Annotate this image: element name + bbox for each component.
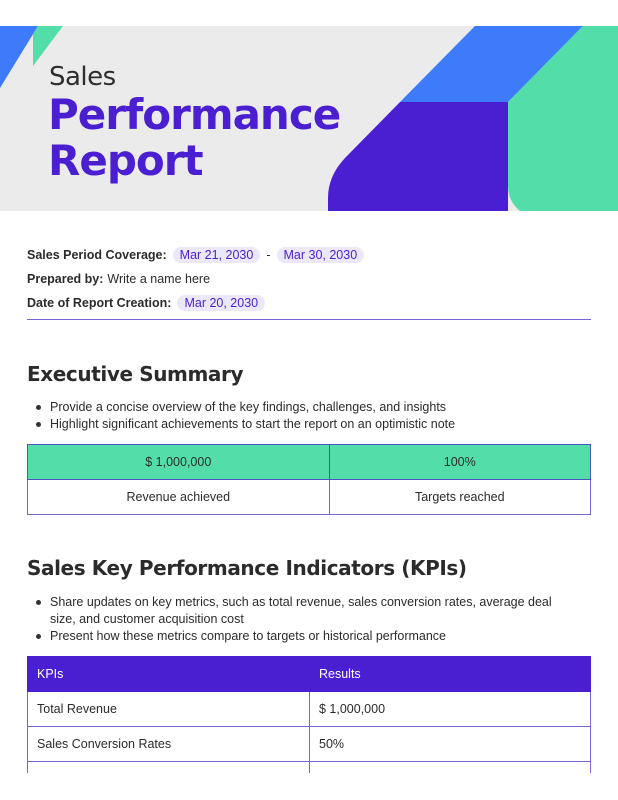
kpi-heading: Sales Key Performance Indicators (KPIs) xyxy=(27,556,467,580)
prepared-label: Prepared by: xyxy=(27,272,104,286)
period-row: Sales Period Coverage: Mar 21, 2030 - Ma… xyxy=(27,243,365,267)
list-item: Provide a concise overview of the key fi… xyxy=(35,399,455,416)
summary-table: $ 1,000,000 100% Revenue achieved Target… xyxy=(27,444,592,515)
table-row: $ 1,000,000 100% xyxy=(27,444,592,480)
period-start-date[interactable]: Mar 21, 2030 xyxy=(172,247,261,263)
period-separator: - xyxy=(266,248,271,262)
prepared-row: Prepared by: Write a name here xyxy=(27,267,364,291)
created-date[interactable]: Mar 20, 2030 xyxy=(177,295,266,311)
kpi-name: Sales Conversion Rates xyxy=(27,726,310,762)
table-row: Total Revenue $ 1,000,000 xyxy=(27,691,591,727)
period-label: Sales Period Coverage: xyxy=(27,248,167,262)
table-header-row: KPIs Results xyxy=(27,656,591,692)
kpi-name: Total Revenue xyxy=(27,691,310,727)
revenue-value: $ 1,000,000 xyxy=(27,444,330,480)
divider xyxy=(27,319,591,320)
list-item: Highlight significant achievements to st… xyxy=(35,417,456,431)
title-small: Sales xyxy=(49,62,116,92)
page-title: Performance Report xyxy=(48,90,341,185)
kpi-result: $ 1,000,000 xyxy=(309,691,591,727)
column-header-kpis: KPIs xyxy=(27,656,310,692)
kpi-bullets: Share updates on key metrics, such as to… xyxy=(36,594,570,645)
kpi-table: KPIs Results Total Revenue $ 1,000,000 S… xyxy=(27,656,591,773)
created-label: Date of Report Creation: xyxy=(27,296,172,310)
column-header-results: Results xyxy=(309,656,591,692)
title-line-1: Performance xyxy=(48,90,341,139)
banner-decoration xyxy=(0,26,618,211)
targets-label: Targets reached xyxy=(328,479,592,515)
table-row: Revenue achieved Targets reached xyxy=(27,479,592,515)
revenue-label: Revenue achieved xyxy=(27,479,330,515)
list-item: Present how these metrics compare to tar… xyxy=(36,628,570,645)
table-row xyxy=(27,761,591,773)
executive-summary-heading: Executive Summary xyxy=(27,362,244,386)
kpi-result: 50% xyxy=(309,726,591,762)
kpi-result xyxy=(309,761,591,773)
created-row: Date of Report Creation: Mar 20, 2030 xyxy=(27,291,364,315)
title-line-2: Report xyxy=(48,136,204,185)
report-meta: Sales Period Coverage: Mar 21, 2030 - Ma… xyxy=(27,243,365,315)
list-item: Share updates on key metrics, such as to… xyxy=(36,594,570,628)
targets-value: 100% xyxy=(328,444,592,480)
executive-summary-bullets: Provide a concise overview of the key fi… xyxy=(35,399,456,433)
header-banner: Sales Performance Report xyxy=(0,26,618,211)
period-end-date[interactable]: Mar 30, 2030 xyxy=(276,247,365,263)
prepared-value[interactable]: Write a name here xyxy=(107,272,211,286)
table-row: Sales Conversion Rates 50% xyxy=(27,726,591,762)
kpi-name xyxy=(27,761,310,773)
